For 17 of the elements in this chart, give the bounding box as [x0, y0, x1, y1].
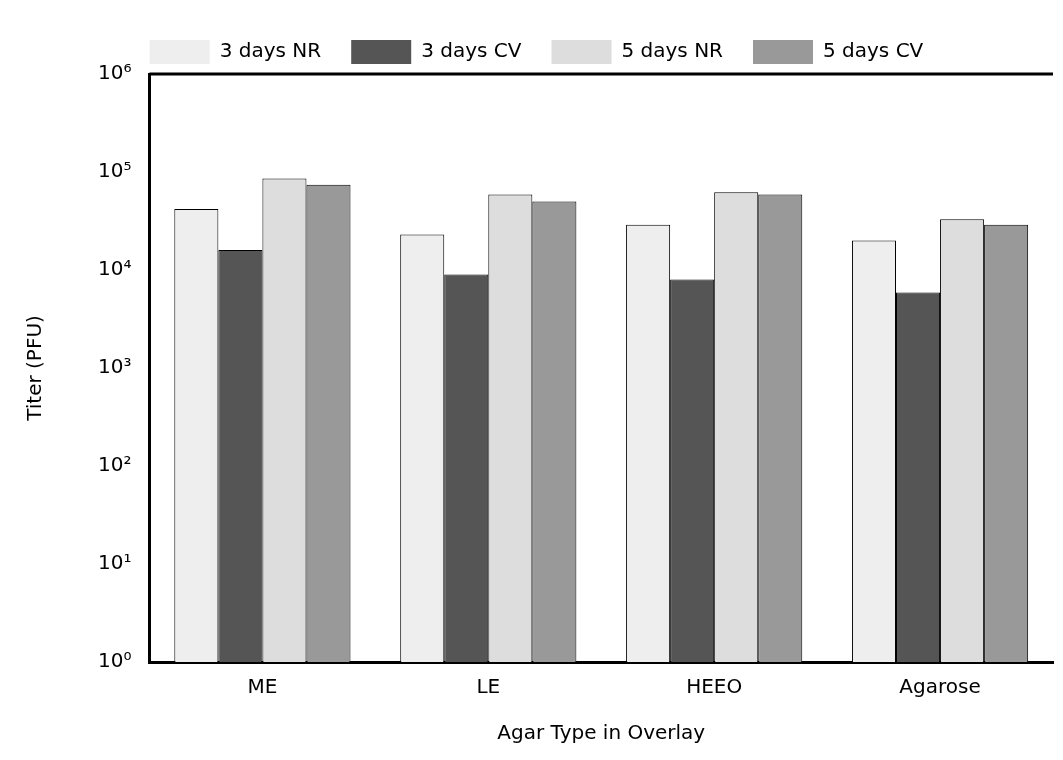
y-tick-label: 10³	[98, 354, 132, 379]
y-tick-label: 10⁵	[98, 158, 132, 183]
y-tick-label: 10²	[98, 452, 132, 477]
x-tick-label: ME	[247, 674, 278, 699]
y-tick-label: 10⁶	[98, 60, 132, 85]
legend-label: 5 days NR	[621, 38, 724, 63]
y-axis-title: Titer (PFU)	[22, 315, 47, 422]
y-tick-label: 10¹	[98, 550, 132, 575]
legend-label: 5 days CV	[823, 38, 924, 63]
x-axis-title: Agar Type in Overlay	[497, 720, 706, 745]
x-tick-label: HEEO	[686, 674, 743, 699]
legend-label: 3 days NR	[219, 38, 322, 63]
y-tick-label: 10⁴	[98, 256, 132, 281]
legend-label: 3 days CV	[421, 38, 522, 63]
y-tick-label: 10⁰	[98, 648, 132, 673]
x-tick-label: LE	[476, 674, 501, 699]
x-tick-label: Agarose	[899, 674, 981, 699]
